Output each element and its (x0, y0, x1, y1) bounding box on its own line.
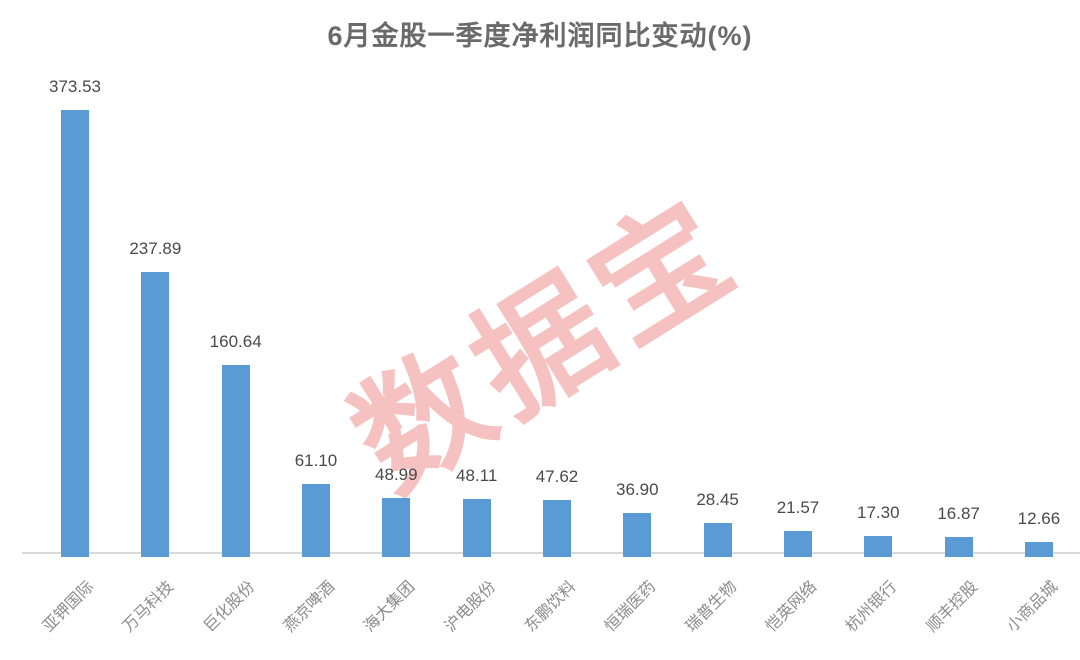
value-label: 28.45 (696, 490, 739, 509)
value-label: 373.53 (49, 77, 101, 96)
category-label: 亚钾国际 (39, 578, 98, 636)
bar-小商品城 (1024, 542, 1053, 557)
value-label: 36.90 (616, 480, 659, 499)
value-label: 16.87 (937, 504, 980, 523)
value-label: 237.89 (129, 239, 182, 258)
bar-燕京啤酒 (301, 484, 330, 557)
bar-万马科技 (141, 272, 170, 557)
bar-海大集团 (382, 498, 411, 557)
value-label: 61.10 (294, 451, 338, 470)
bar-瑞普生物 (703, 523, 732, 557)
bar-亚钾国际 (61, 110, 89, 557)
value-label: 47.62 (535, 467, 579, 486)
chart-title: 6月金股一季度净利润同比变动(%) (327, 21, 753, 51)
bar-恒瑞医药 (623, 513, 652, 557)
bar-恺英网络 (783, 531, 812, 557)
value-label: 17.30 (857, 503, 900, 522)
bar-杭州银行 (864, 536, 893, 557)
value-label: 160.64 (209, 332, 262, 351)
value-label: 12.66 (1017, 509, 1061, 528)
bar-巨化股份 (221, 365, 250, 557)
value-label: 48.99 (375, 465, 418, 484)
value-label: 21.57 (776, 498, 820, 517)
value-label: 48.11 (456, 466, 498, 485)
bar-东鹏饮料 (542, 500, 571, 557)
bar-顺丰控股 (944, 537, 973, 557)
bar-沪电股份 (462, 499, 491, 557)
